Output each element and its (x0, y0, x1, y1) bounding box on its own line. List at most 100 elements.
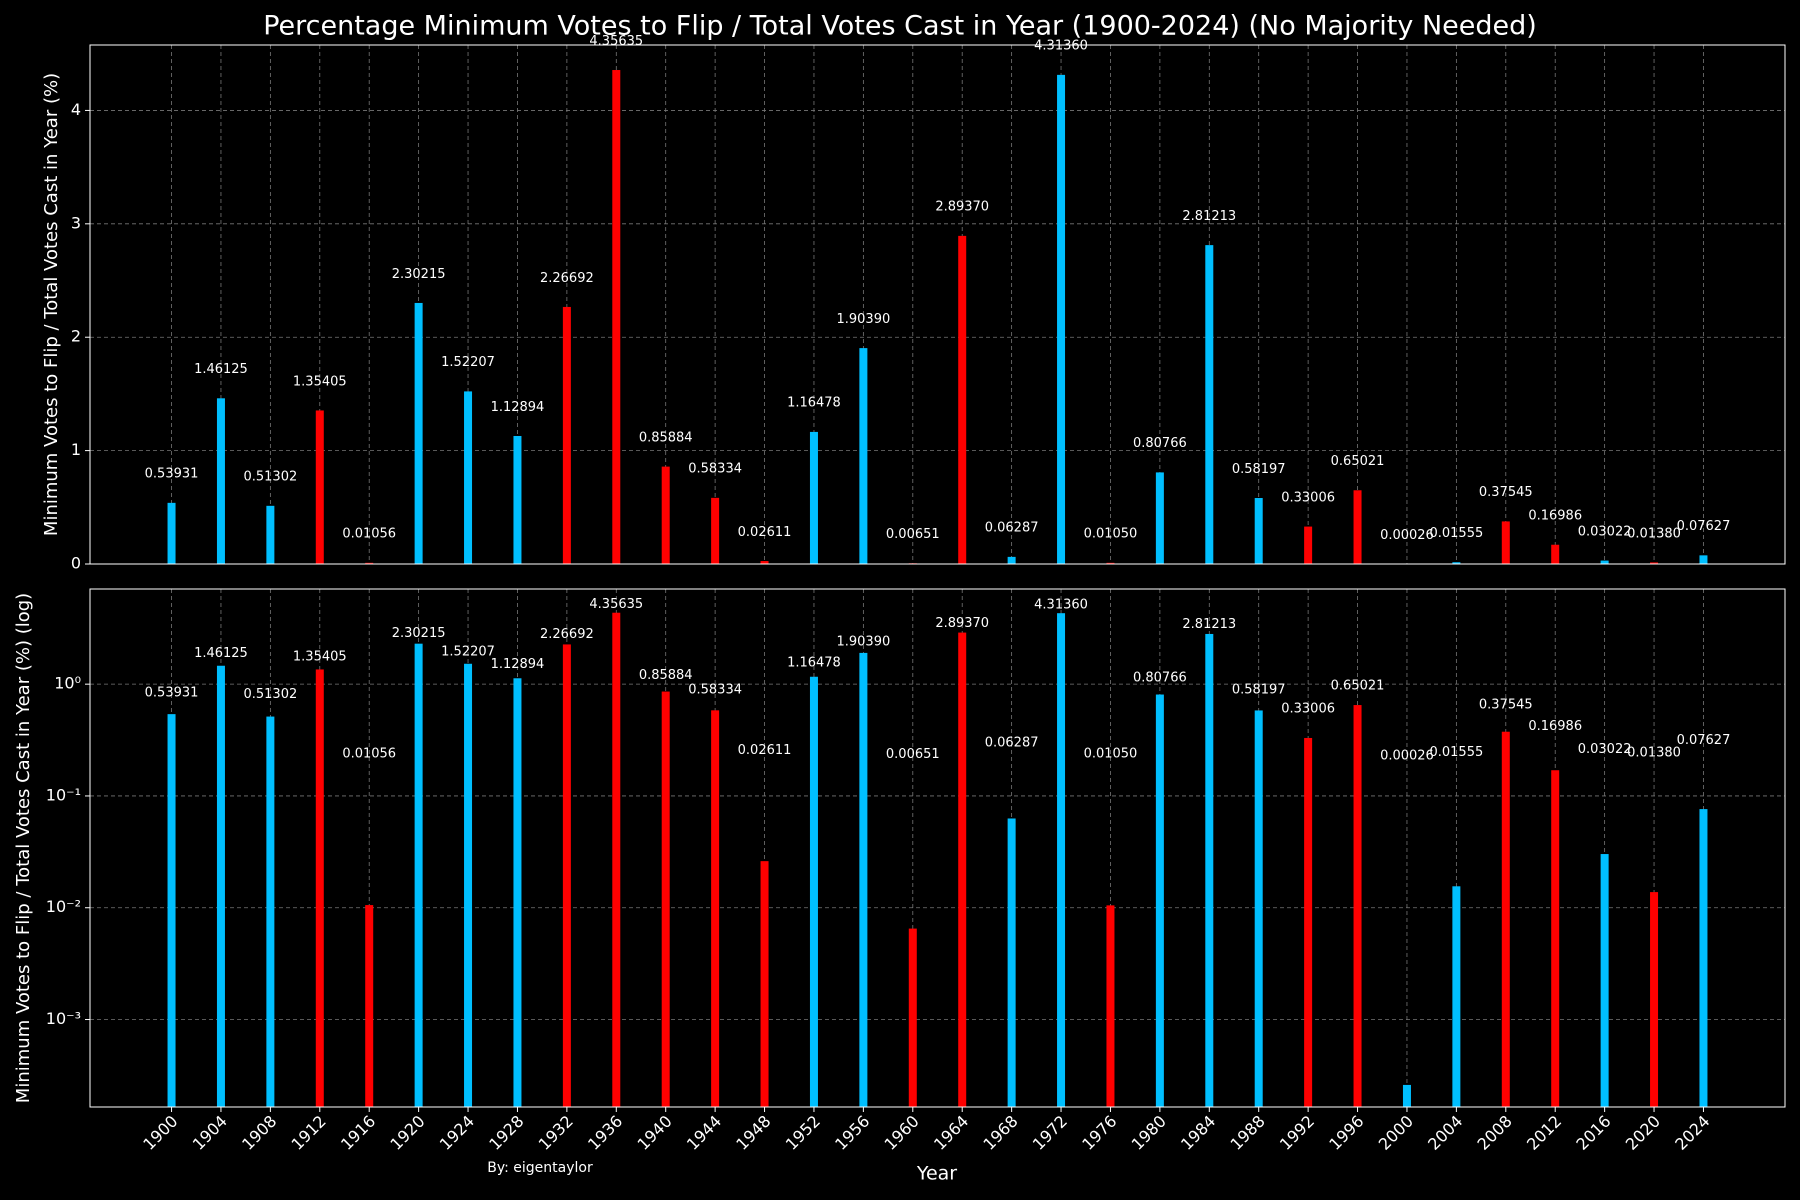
bar (1057, 74, 1066, 564)
value-label: 0.58197 (1232, 462, 1286, 477)
bar (365, 562, 374, 564)
bar (1106, 562, 1115, 564)
value-label: 0.01050 (1084, 527, 1138, 542)
bar (513, 435, 522, 564)
value-label: 0.65021 (1331, 679, 1385, 694)
value-label: 0.00651 (886, 747, 940, 762)
bar (1452, 886, 1461, 1107)
bar (612, 612, 621, 1107)
bar (1254, 710, 1263, 1107)
y-tick-label: 10⁻² (46, 897, 81, 916)
y-tick-label: 10⁻³ (46, 1009, 81, 1028)
value-label: 0.58334 (688, 683, 742, 698)
bar (1304, 526, 1313, 564)
bar (414, 302, 423, 564)
value-label: 1.16478 (787, 656, 841, 671)
bar (1353, 490, 1362, 564)
y-axis-label: Minimum Votes to Flip / Total Votes Cast… (13, 593, 34, 1103)
value-label: 0.00026 (1380, 749, 1434, 764)
value-label: 2.26692 (540, 627, 594, 642)
bar (809, 676, 818, 1107)
value-label: 1.90390 (836, 312, 890, 327)
value-label: 0.80766 (1133, 436, 1187, 451)
bar (464, 663, 473, 1107)
bar (958, 632, 967, 1107)
value-label: 1.52207 (441, 644, 495, 659)
axes-frame (89, 588, 1786, 1108)
value-label: 0.51302 (243, 470, 297, 485)
value-label: 0.53931 (145, 685, 199, 700)
bar (1106, 905, 1115, 1107)
value-label: 0.07627 (1677, 733, 1731, 748)
value-label: 0.01380 (1627, 746, 1681, 761)
y-tick-label: 3 (71, 213, 81, 232)
value-label: 0.06287 (985, 521, 1039, 536)
bar (711, 497, 720, 564)
value-label: 0.01056 (342, 527, 396, 542)
bar (1551, 544, 1560, 564)
bar (266, 716, 275, 1107)
value-label: 2.81213 (1182, 617, 1236, 632)
value-label: 4.31360 (1034, 39, 1088, 54)
value-label: 1.46125 (194, 646, 248, 661)
x-axis-label: Year (916, 1163, 957, 1185)
bar (1304, 737, 1313, 1107)
value-label: 0.01555 (1429, 526, 1483, 541)
y-tick-label: 4 (71, 100, 81, 119)
value-label: 1.12894 (491, 657, 545, 672)
value-label: 2.30215 (392, 626, 446, 641)
bar (1501, 731, 1510, 1107)
value-label: 0.01380 (1627, 526, 1681, 541)
bar (167, 714, 176, 1107)
value-label: 2.89370 (935, 200, 989, 215)
annotation: By: eigentaylor (487, 1160, 593, 1176)
value-label: 1.35405 (293, 649, 347, 664)
value-label: 0.58334 (688, 462, 742, 477)
bar (1699, 555, 1708, 564)
bar (1205, 245, 1214, 564)
value-label: 0.01555 (1429, 745, 1483, 760)
bar (1600, 560, 1609, 564)
value-label: 1.90390 (836, 635, 890, 650)
bar (661, 466, 670, 564)
bar (167, 502, 176, 564)
bar (562, 306, 571, 564)
value-label: 0.85884 (639, 668, 693, 683)
bar (760, 561, 769, 564)
value-label: 2.30215 (392, 267, 446, 282)
bar (1254, 498, 1263, 564)
bar (1353, 705, 1362, 1107)
value-label: 4.35635 (589, 597, 643, 612)
bar (809, 431, 818, 564)
bar (1452, 562, 1461, 564)
y-tick-label: 0 (71, 554, 81, 573)
value-label: 1.35405 (293, 374, 347, 389)
y-tick-label: 10⁰ (54, 674, 81, 693)
bar (414, 643, 423, 1107)
bar (711, 710, 720, 1107)
bar (1155, 694, 1164, 1107)
value-label: 1.16478 (787, 396, 841, 411)
bar (1205, 633, 1214, 1107)
value-label: 0.02611 (738, 525, 792, 540)
value-label: 0.06287 (985, 736, 1039, 751)
value-label: 0.03022 (1578, 524, 1632, 539)
bar (266, 505, 275, 564)
value-label: 0.33006 (1281, 701, 1335, 716)
bar (1155, 472, 1164, 564)
value-label: 0.01050 (1084, 746, 1138, 761)
bar (1551, 770, 1560, 1107)
value-label: 0.16986 (1528, 509, 1582, 524)
bar (1600, 854, 1609, 1107)
bar (1501, 521, 1510, 564)
bar (1650, 892, 1659, 1107)
value-label: 0.02611 (738, 743, 792, 758)
axes-frame (89, 44, 1786, 565)
value-label: 1.52207 (441, 355, 495, 370)
value-label: 0.65021 (1331, 454, 1385, 469)
value-label: 1.46125 (194, 362, 248, 377)
bar (315, 410, 324, 564)
bar (1650, 562, 1659, 564)
